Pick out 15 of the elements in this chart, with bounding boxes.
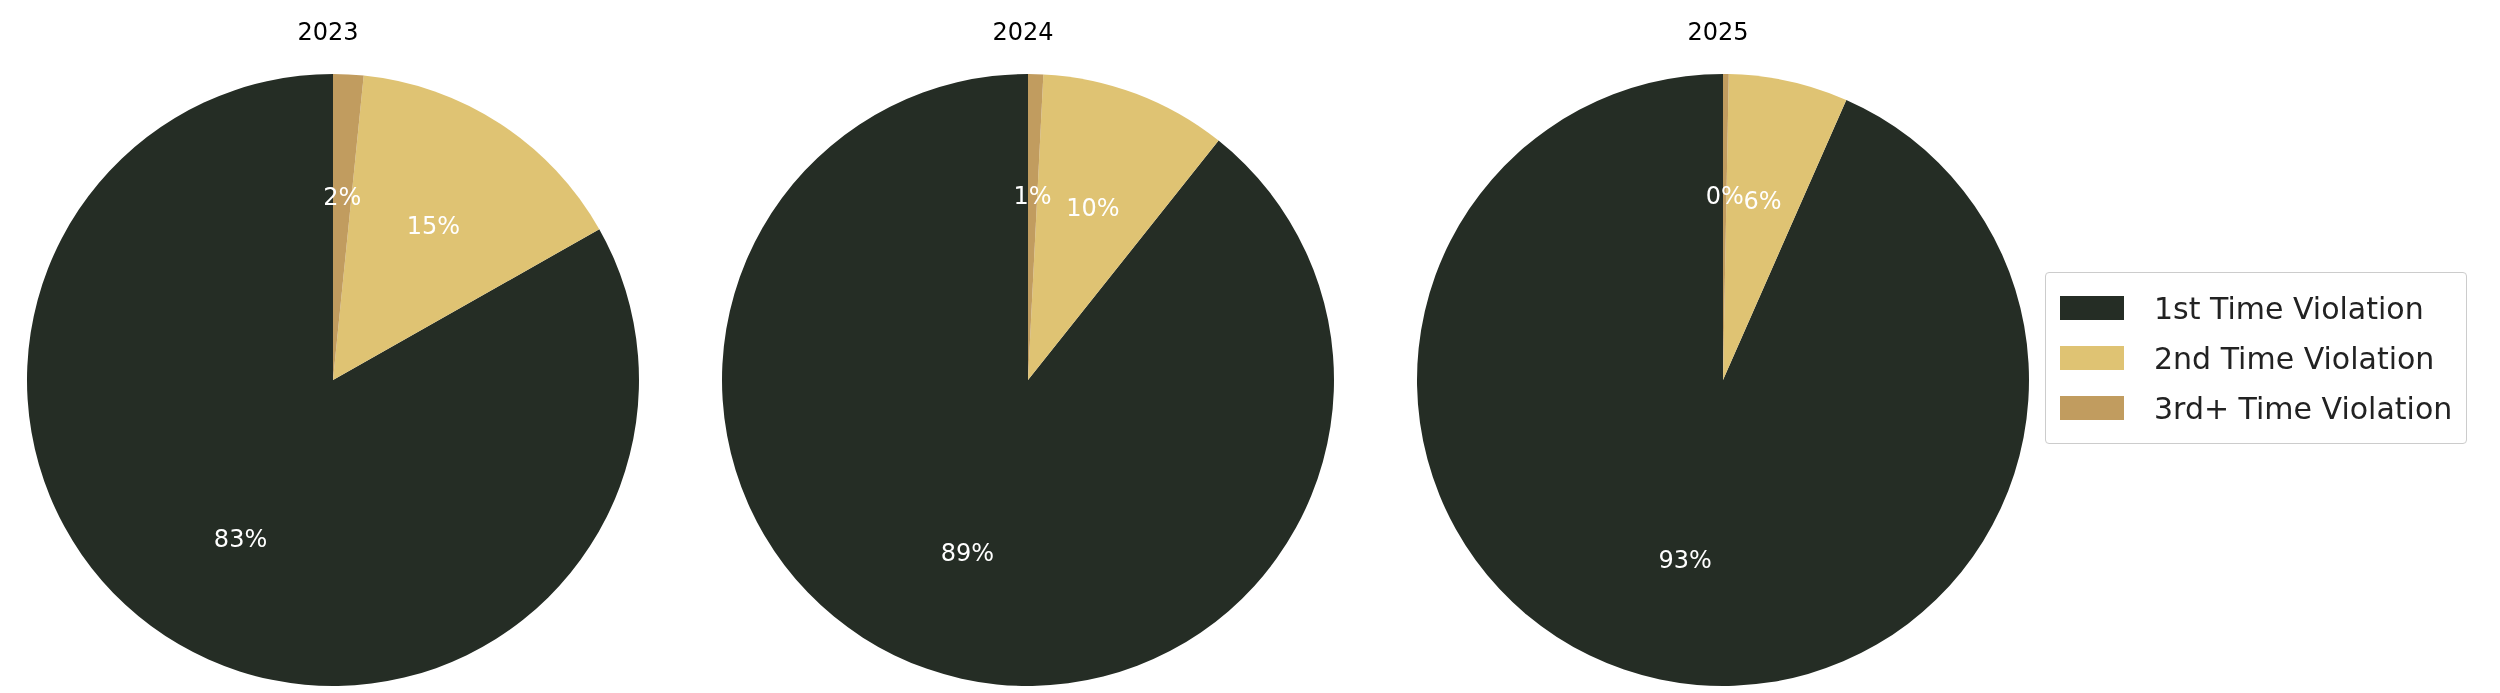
pie-slice (27, 74, 639, 686)
data-label: 15% (406, 212, 460, 241)
data-label: 83% (213, 524, 268, 553)
chart-title: 2024 (991, 18, 1055, 46)
chart-title: 2023 (296, 18, 360, 46)
chart-title: 2025 (1686, 18, 1750, 46)
legend-label: 1st Time Violation (2154, 290, 2424, 326)
legend-label: 3rd+ Time Violation (2154, 390, 2453, 426)
data-label: 10% (1066, 194, 1120, 223)
legend-label: 2nd Time Violation (2154, 340, 2435, 376)
pie-slice (722, 74, 1334, 686)
data-label: 6% (1743, 186, 1782, 215)
data-label: 89% (940, 539, 995, 568)
pie-slice (1417, 74, 2029, 686)
data-label: 93% (1658, 545, 1712, 574)
